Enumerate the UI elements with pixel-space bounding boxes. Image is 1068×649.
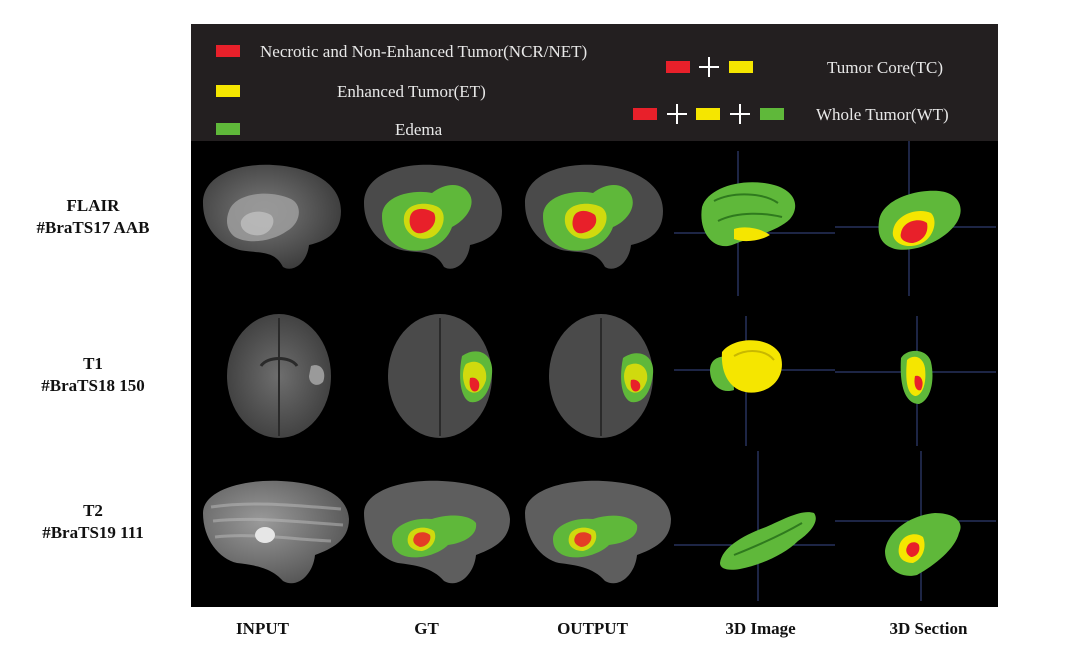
- t1-3d-image: [674, 296, 835, 451]
- case-id-label: #BraTS17 AAB: [36, 218, 150, 237]
- t2-gt-image: [352, 451, 513, 606]
- plus-icon: [699, 57, 719, 77]
- modality-label: T2: [83, 501, 103, 520]
- plus-icon: [667, 104, 687, 124]
- legend-et-label: Enhanced Tumor(ET): [337, 82, 486, 101]
- ncr-swatch: [216, 45, 240, 57]
- column-label-output: OUTPUT: [557, 619, 628, 638]
- t1-input-image: [191, 296, 352, 451]
- flair-3d-section: [835, 141, 996, 296]
- row-label-t2: T2 #BraTS19 111: [0, 500, 186, 544]
- t2-3d-image: [674, 451, 835, 606]
- case-id-label: #BraTS19 111: [42, 523, 144, 542]
- legend-tc-label: Tumor Core(TC): [827, 58, 944, 77]
- t2-input-image: [191, 451, 352, 606]
- wt-ncr-swatch: [633, 108, 657, 120]
- flair-3d-image: [674, 141, 835, 296]
- image-grid: [191, 141, 998, 607]
- tc-ncr-swatch: [666, 61, 690, 73]
- column-label-3d-image: 3D Image: [725, 619, 796, 638]
- edema-swatch: [216, 123, 240, 135]
- plus-icon: [730, 104, 750, 124]
- t2-3d-section: [835, 451, 996, 606]
- legend-panel: Necrotic and Non-Enhanced Tumor(NCR/NET)…: [191, 24, 998, 141]
- case-id-label: #BraTS18 150: [41, 376, 145, 395]
- row-label-t1: T1 #BraTS18 150: [0, 353, 186, 397]
- modality-label: T1: [83, 354, 103, 373]
- wt-edema-swatch: [760, 108, 784, 120]
- flair-gt-image: [352, 141, 513, 296]
- modality-label: FLAIR: [66, 196, 120, 215]
- flair-input-image: [191, 141, 352, 296]
- wt-et-swatch: [696, 108, 720, 120]
- legend-wt-label: Whole Tumor(WT): [816, 105, 949, 124]
- legend-ncr-label: Necrotic and Non-Enhanced Tumor(NCR/NET): [260, 42, 588, 61]
- column-label-input: INPUT: [236, 619, 289, 638]
- flair-output-image: [513, 141, 674, 296]
- row-label-flair: FLAIR #BraTS17 AAB: [0, 195, 186, 239]
- t1-gt-image: [352, 296, 513, 451]
- column-label-3d-section: 3D Section: [889, 619, 968, 638]
- tc-et-swatch: [729, 61, 753, 73]
- column-label-gt: GT: [414, 619, 439, 638]
- t2-output-image: [513, 451, 674, 606]
- t1-3d-section: [835, 296, 996, 451]
- legend-edema-label: Edema: [395, 120, 443, 139]
- t1-output-image: [513, 296, 674, 451]
- et-swatch: [216, 85, 240, 97]
